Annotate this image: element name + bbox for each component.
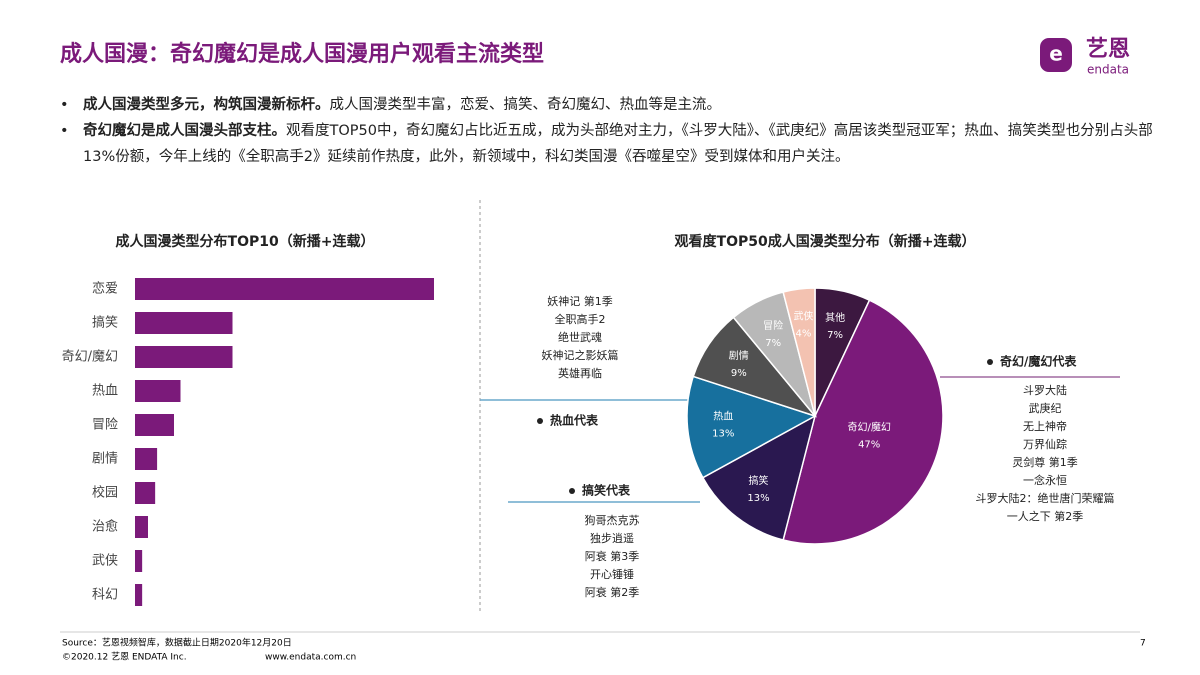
annotation-item: 一念永恒 xyxy=(1023,473,1067,487)
y-tick-label: 冒险 xyxy=(92,418,118,433)
bullets: 成人国漫类型多元，构筑国漫新标杆。成人国漫类型丰富，恋爱、搞笑、奇幻魔幻、热血等… xyxy=(58,92,1158,170)
slice-value: 7% xyxy=(765,338,781,349)
bar xyxy=(135,482,156,504)
slice-label: 其他 xyxy=(825,311,845,324)
annotation-item: 武庚纪 xyxy=(1029,401,1062,415)
bullet: 奇幻魔幻是成人国漫头部支柱。观看度TOP50中，奇幻魔幻占比近五成，成为头部绝对… xyxy=(58,118,1158,170)
slice-value: 9% xyxy=(731,368,747,379)
slice-label: 武侠 xyxy=(793,310,813,323)
pie-slice xyxy=(782,299,944,545)
slice-value: 7% xyxy=(827,330,843,341)
bar xyxy=(135,278,434,300)
annotation-item: 斗罗大陆 xyxy=(1023,383,1067,397)
y-tick-label: 热血 xyxy=(92,384,118,399)
annotation-item: 阿衰 第2季 xyxy=(585,585,640,599)
logo-mark xyxy=(1040,38,1072,72)
chart-title: 观看度TOP50成人国漫类型分布（新播+连载） xyxy=(675,233,976,250)
chart-title: 成人国漫类型分布TOP10（新播+连载） xyxy=(116,233,375,250)
bar xyxy=(135,414,174,436)
copyright: ©2020.12 艺恩 ENDATA Inc. xyxy=(62,652,187,663)
slice-value: 47% xyxy=(858,440,880,451)
bar xyxy=(135,584,143,606)
logo-sub: endata xyxy=(1087,63,1129,77)
page-number: 7 xyxy=(1140,639,1146,649)
bullet-text: 成人国漫类型丰富，恋爱、搞笑、奇幻魔幻、热血等是主流。 xyxy=(329,97,722,113)
annotation-item: 阿衰 第3季 xyxy=(585,549,640,563)
y-tick-label: 校园 xyxy=(92,485,118,501)
y-tick-label: 科幻 xyxy=(92,588,118,603)
annotation-item: 无上神帝 xyxy=(1023,419,1067,433)
slice-label: 奇幻/魔幻 xyxy=(848,421,891,434)
bullet-lead: 奇幻魔幻是成人国漫头部支柱。 xyxy=(83,123,286,139)
pie-slice xyxy=(686,375,817,479)
annotation-item: 妖神记 第1季 xyxy=(547,294,613,308)
website: www.endata.com.cn xyxy=(265,653,356,663)
y-tick-label: 剧情 xyxy=(92,452,118,467)
annotation-item: 斗罗大陆2：绝世唐门荣耀篇 xyxy=(976,491,1115,505)
annotation-title: 奇幻/魔幻代表 xyxy=(1000,354,1077,369)
bar xyxy=(135,516,148,538)
logo-glyph: e xyxy=(1049,42,1063,66)
annotation-item: 灵剑尊 第1季 xyxy=(1012,455,1078,469)
annotation-item: 一人之下 第2季 xyxy=(1007,509,1084,523)
y-tick-label: 搞笑 xyxy=(92,315,118,331)
bullet-dot xyxy=(569,488,575,494)
bar xyxy=(135,312,233,334)
bullet-text: 观看度TOP50中，奇幻魔幻占比近五成，成为头部绝对主力，《斗罗大陆》、《武庚纪… xyxy=(83,123,1153,165)
slice-label: 冒险 xyxy=(763,319,783,332)
y-tick-label: 武侠 xyxy=(92,554,118,569)
bullet-dot xyxy=(537,418,543,424)
annotation-title: 热血代表 xyxy=(550,413,599,428)
annotation-item: 万界仙踪 xyxy=(1023,437,1067,451)
slice-value: 13% xyxy=(747,493,769,504)
source: Source：艺恩视频智库，数据截止日期2020年12月20日 xyxy=(62,637,292,649)
slice-value: 13% xyxy=(712,429,734,440)
y-tick-label: 恋爱 xyxy=(92,281,118,297)
bar xyxy=(135,380,181,402)
annotation-item: 开心锤锤 xyxy=(590,567,634,581)
title: 成人国漫：奇幻魔幻是成人国漫用户观看主流类型 xyxy=(60,42,545,67)
annotation-item: 绝世武魂 xyxy=(558,330,602,344)
slice-label: 剧情 xyxy=(729,349,749,362)
slice-label: 搞笑 xyxy=(749,474,769,487)
pie-slice xyxy=(782,287,816,417)
slice-label: 热血 xyxy=(713,410,733,423)
bar xyxy=(135,448,158,470)
bullet-dot xyxy=(987,359,993,365)
pie-slice xyxy=(701,414,817,541)
annotation-item: 英雄再临 xyxy=(558,366,602,380)
bar xyxy=(135,346,233,368)
annotation-item: 全职高手2 xyxy=(555,312,606,326)
y-tick-label: 治愈 xyxy=(92,520,118,535)
annotation-item: 狗哥杰克苏 xyxy=(585,514,640,527)
bar xyxy=(135,550,143,572)
bullet-lead: 成人国漫类型多元，构筑国漫新标杆。 xyxy=(83,97,330,113)
annotation-item: 妖神记之影妖篇 xyxy=(542,348,619,362)
slice-value: 4% xyxy=(796,329,812,340)
y-tick-label: 奇幻/魔幻 xyxy=(62,349,118,365)
logo: 艺恩 xyxy=(1086,36,1130,62)
bullet: 成人国漫类型多元，构筑国漫新标杆。成人国漫类型丰富，恋爱、搞笑、奇幻魔幻、热血等… xyxy=(58,92,1158,118)
annotation-title: 搞笑代表 xyxy=(582,483,631,498)
annotation-item: 独步逍遥 xyxy=(590,532,634,545)
